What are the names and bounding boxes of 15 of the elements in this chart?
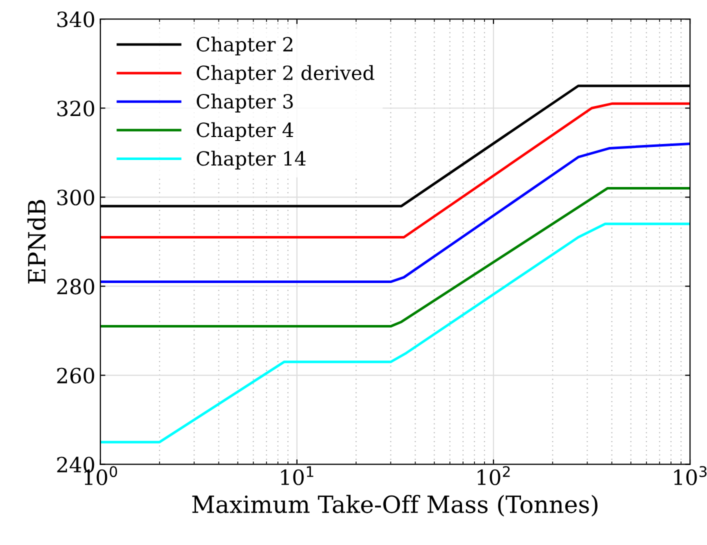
y-axis-title: EPNdB (27, 200, 46, 284)
legend-label: Chapter 3 (196, 94, 293, 112)
x-axis-title: Maximum Take-Off Mass (Tonnes) (192, 494, 598, 517)
x-tick-label: 10$^{3}$ (674, 466, 707, 486)
x-tick-label: 10$^{2}$ (478, 466, 510, 486)
y-tick-label: 340 (57, 12, 94, 28)
legend-label: Chapter 2 (196, 36, 292, 56)
legend-label: Chapter 14 (196, 150, 306, 170)
legend-label: Chapter 2 derived (196, 65, 374, 84)
x-tick-label: 10$^{1}$ (281, 466, 314, 486)
y-tick-label: 300 (57, 190, 94, 206)
legend-label: Chapter 4 (196, 122, 294, 142)
y-tick-label: 320 (57, 100, 94, 116)
y-tick-label: 280 (57, 278, 94, 294)
y-tick-label: 260 (57, 368, 94, 384)
